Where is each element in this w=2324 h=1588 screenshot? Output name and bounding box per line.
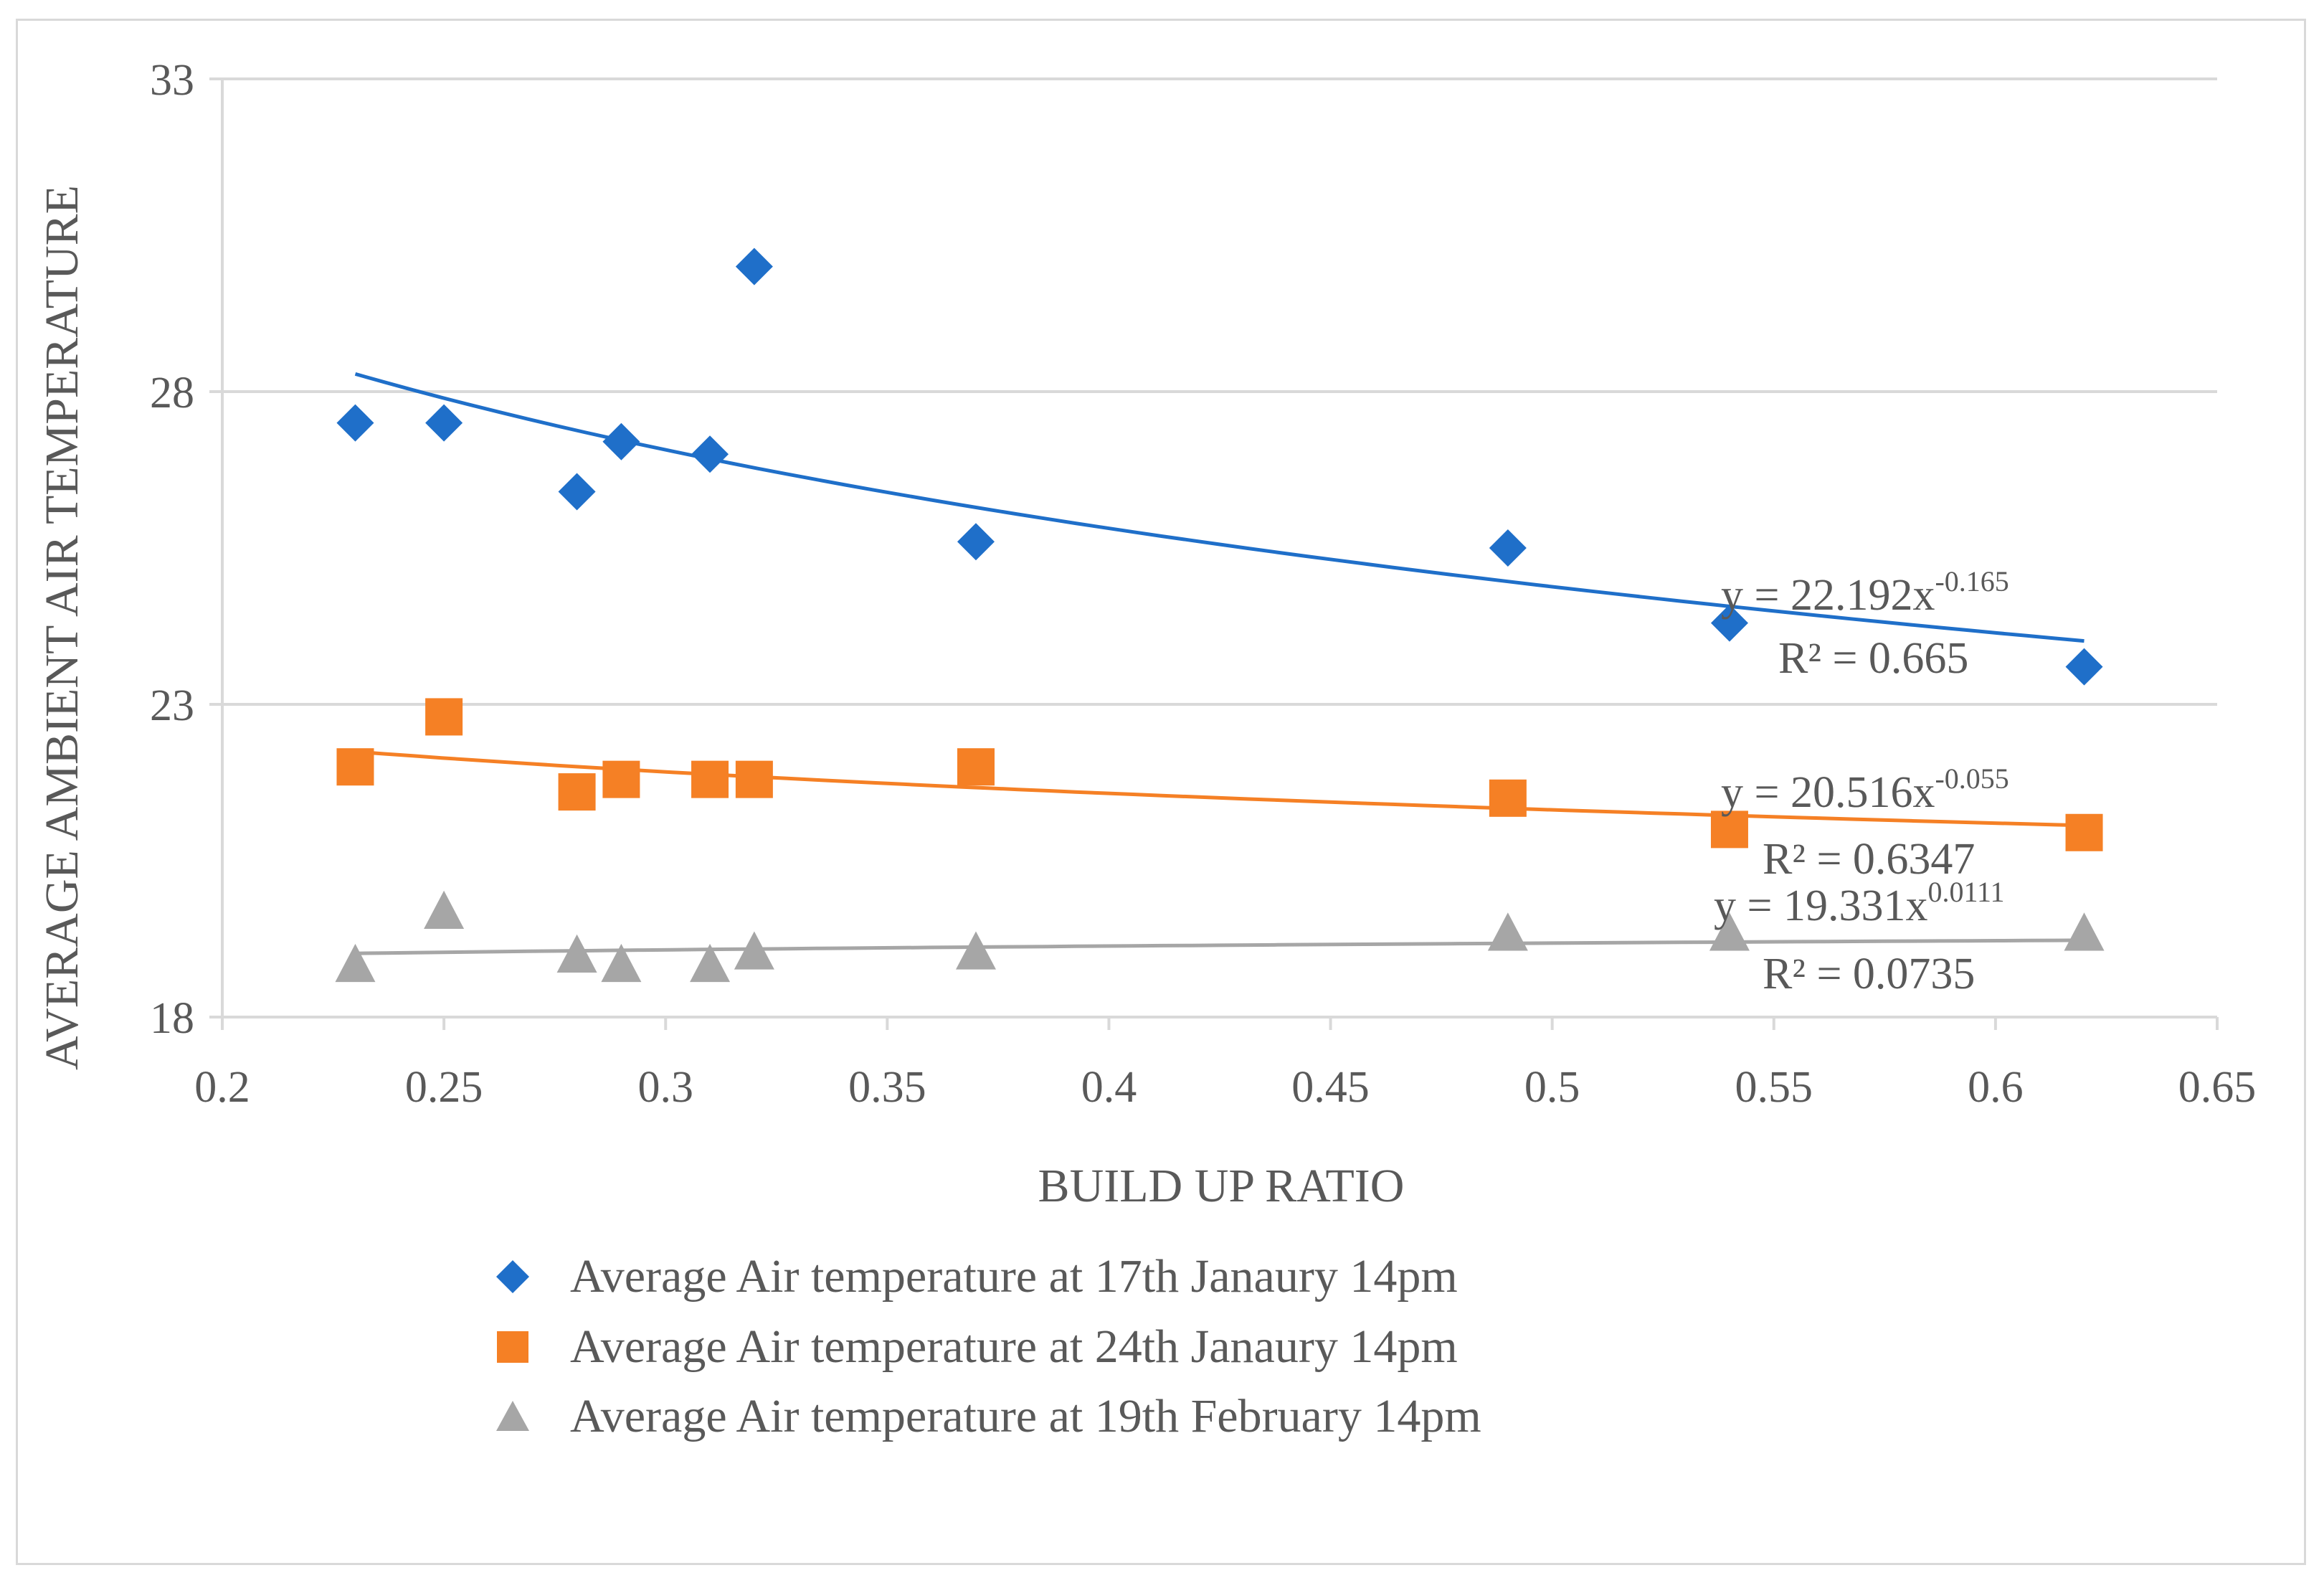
x-tick-label: 0.2	[194, 1063, 250, 1112]
x-tick-label: 0.55	[1735, 1063, 1813, 1112]
equation-exponent: -0.055	[1935, 762, 2008, 795]
data-point-triangle	[556, 934, 597, 973]
legend-label: Average Air temperature at 24th Janaury …	[570, 1320, 1458, 1373]
equation-base: y = 19.331x	[1714, 882, 1927, 930]
trendline-r-squared: R² = 0.665	[1778, 634, 1968, 683]
data-point-square	[558, 773, 596, 811]
data-point-triangle	[424, 890, 465, 929]
trendline	[355, 750, 2085, 828]
data-point-diamond	[336, 404, 374, 442]
data-point-square	[691, 760, 729, 798]
x-axis-title: BUILD UP RATIO	[1038, 1160, 1405, 1212]
x-tick-label: 0.6	[1968, 1063, 2024, 1112]
axes: 18 23 28 33 0.2 0.25 0.3 0.35 0.4 0.45 0.5 0.55 0.6 0…	[150, 56, 2256, 1112]
legend-marker-triangle	[496, 1401, 529, 1431]
x-tick-label: 0.4	[1081, 1063, 1137, 1112]
legend-item: Average Air temperature at 17th Janaury …	[495, 1248, 1458, 1305]
chart-frame	[16, 19, 2306, 1565]
equation-exponent: 0.0111	[1927, 876, 2004, 908]
y-tick-label: 23	[150, 681, 194, 730]
x-tick-label: 0.5	[1524, 1063, 1580, 1112]
data-point-square	[1710, 810, 1748, 849]
data-point-triangle	[1709, 912, 1750, 951]
data-point-square	[2065, 813, 2103, 851]
trendline-equation: y = 22.192x-0.165	[1721, 565, 2009, 620]
data-point-diamond	[735, 247, 773, 285]
x-tick-label: 0.45	[1291, 1063, 1370, 1112]
x-tick-label: 0.65	[2178, 1063, 2257, 1112]
data-point-square	[336, 748, 374, 786]
trendline-r-squared: R² = 0.0735	[1763, 950, 1975, 998]
data-point-square	[602, 760, 640, 798]
legend-marker-square	[497, 1331, 528, 1363]
legend-label: Average Air temperature at 19th February…	[570, 1390, 1481, 1442]
data-point-diamond	[1489, 529, 1527, 567]
y-tick-label: 18	[150, 994, 194, 1043]
x-tick-label: 0.3	[637, 1063, 693, 1112]
legend-item: Average Air temperature at 24th Janaury …	[495, 1318, 1458, 1376]
trendline	[355, 938, 2085, 955]
data-point-diamond	[1710, 604, 1748, 642]
data-point-square	[735, 760, 773, 798]
data-point-square	[1489, 779, 1527, 817]
y-tick-label: 28	[150, 369, 194, 417]
gridlines	[222, 77, 2217, 706]
data-point-square	[425, 698, 463, 736]
data-point-diamond	[2065, 648, 2103, 686]
data-point-triangle	[1487, 912, 1528, 951]
trendline-r-squared: R² = 0.6347	[1763, 835, 1975, 884]
legend-label: Average Air temperature at 17th Janaury …	[570, 1250, 1458, 1303]
data-point-triangle	[690, 943, 731, 983]
data-point-triangle	[2064, 912, 2105, 951]
data-point-diamond	[691, 435, 729, 473]
data-point-triangle	[734, 931, 774, 970]
trendline	[354, 372, 2085, 643]
legend-marker-diamond	[496, 1260, 529, 1293]
y-axis-title: AVERAGE AMBIENT AIR TEMPERATURE	[36, 185, 88, 1070]
data-point-square	[957, 748, 995, 786]
data-point-diamond	[957, 523, 995, 561]
data-point-triangle	[335, 943, 376, 983]
data-point-diamond	[558, 473, 596, 511]
x-tick-label: 0.35	[848, 1063, 926, 1112]
data-point-triangle	[955, 931, 996, 970]
legend-item: Average Air temperature at 19th February…	[495, 1388, 1481, 1445]
data-points	[335, 247, 2105, 983]
data-point-diamond	[602, 422, 640, 460]
data-point-diamond	[425, 404, 463, 442]
y-tick-label: 33	[150, 56, 194, 105]
trendline-equation: y = 19.331x0.0111	[1714, 876, 2005, 930]
trendline-equation: y = 20.516x-0.055	[1721, 762, 2009, 817]
equation-exponent: -0.165	[1935, 565, 2008, 597]
equation-base: y = 20.516x	[1721, 768, 1935, 817]
equation-base: y = 22.192x	[1721, 571, 1935, 620]
data-point-triangle	[601, 943, 642, 983]
trendlines	[354, 372, 2085, 955]
x-tick-label: 0.25	[405, 1063, 483, 1112]
